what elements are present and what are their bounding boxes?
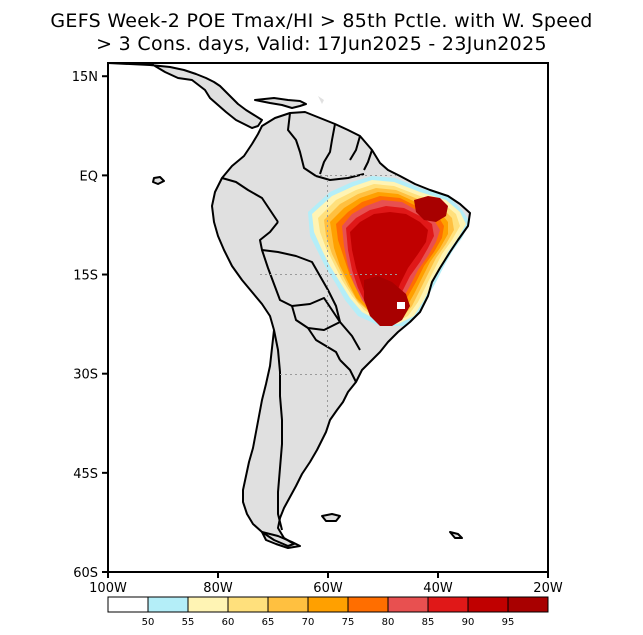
lon-tick-label: 60W [313, 581, 343, 596]
colorbar-label: 90 [462, 617, 475, 628]
caribbean-islands-coastline [254, 97, 307, 109]
lon-tick-label: 40W [423, 581, 453, 596]
paraguay-argentina-border [307, 327, 341, 361]
colorbar-label: 65 [262, 617, 275, 628]
lat-tick-label: 30S [73, 368, 98, 383]
guianas-borders [349, 135, 373, 171]
colorbar-label: 60 [222, 617, 235, 628]
grid-lines [260, 175, 400, 420]
colombia-venezuela-border [287, 112, 317, 177]
colorbar-swatch [267, 596, 309, 613]
prob-95-100-region-north [414, 196, 448, 222]
longitude-axis: 100W 80W 60W 40W 20W [89, 572, 563, 596]
lat-tick-label: EQ [80, 169, 98, 184]
central-america-coastline [108, 63, 263, 129]
colorbar-swatch [507, 596, 549, 613]
colombia-ecuador-peru-border [221, 177, 279, 223]
borders-layer [108, 63, 471, 549]
south-georgia-coastline [449, 531, 463, 539]
tierra-del-fuego-coastline [261, 531, 301, 549]
colorbar-swatch [467, 596, 509, 613]
bolivia-paraguay-border [291, 305, 361, 351]
colorbar-swatch [307, 596, 349, 613]
colorbar-label: 50 [142, 617, 155, 628]
lat-tick-label: 60S [73, 566, 98, 581]
lat-tick-label: 15N [72, 70, 98, 85]
venezuela-guyana-border [319, 123, 336, 175]
colorbar-label: 95 [502, 617, 515, 628]
colorbar-swatch [107, 596, 149, 613]
colorbar-swatch [347, 596, 389, 613]
argentina-chile-border [273, 329, 283, 531]
lon-tick-label: 80W [203, 581, 233, 596]
lat-tick-label: 45S [73, 467, 98, 482]
argentina-uruguay-border [339, 359, 357, 383]
colorbar-label: 85 [422, 617, 435, 628]
lon-tick-label: 100W [89, 581, 127, 596]
map-title-line-2: > 3 Cons. days, Valid: 17Jun2025 - 23Jun… [96, 33, 547, 55]
colorbar-swatch [427, 596, 469, 613]
tierra-del-fuego-land [262, 532, 300, 548]
lesser-antilles-land [318, 96, 324, 104]
colorbar-label: 75 [342, 617, 355, 628]
map-title-line-1: GEFS Week-2 POE Tmax/HI > 85th Pctle. wi… [50, 10, 593, 32]
prob-95-100-region-south [364, 276, 410, 326]
missing-data-patch [397, 302, 405, 309]
colorbar-swatch [187, 596, 229, 613]
colorbar-swatch [227, 596, 269, 613]
falkland-islands-coastline [321, 513, 341, 522]
colorbar: 50 55 60 65 70 75 80 85 90 95 [107, 596, 549, 628]
colorbar-label: 70 [302, 617, 315, 628]
central-america-land [108, 63, 262, 128]
colorbar-label: 80 [382, 617, 395, 628]
latitude-axis: 15N EQ 15S 30S 45S 60S [72, 70, 108, 581]
galapagos-coastline [152, 176, 165, 185]
lon-tick-label: 20W [533, 581, 563, 596]
peru-bolivia-chile-border [261, 249, 341, 323]
colorbar-swatch [147, 596, 189, 613]
south-america-coastline [211, 111, 471, 547]
lat-tick-label: 15S [73, 269, 98, 284]
colorbar-label: 55 [182, 617, 195, 628]
colorbar-swatch [387, 596, 429, 613]
